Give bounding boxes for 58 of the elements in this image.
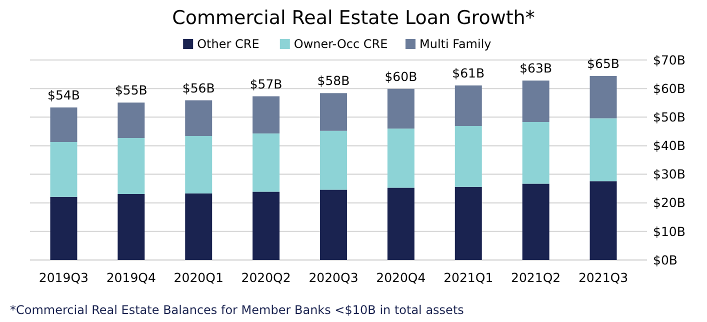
x-tick-label: 2020Q2 <box>241 270 291 285</box>
x-tick-label: 2021Q2 <box>511 270 561 285</box>
bar <box>185 193 212 260</box>
bar <box>387 128 414 188</box>
x-tick-label: 2021Q3 <box>578 270 628 285</box>
bar <box>320 130 347 190</box>
y-tick-label: $20B <box>653 195 686 210</box>
total-label: $61B <box>452 65 485 80</box>
y-tick-label: $10B <box>653 224 686 239</box>
bar <box>185 136 212 194</box>
bar <box>454 186 482 260</box>
y-tick-label: $0B <box>653 252 678 268</box>
text: *Commercial Real Estate Balances for Member Banks <$10B in total assets <box>10 303 464 317</box>
y-tick-label: $70B <box>653 52 686 68</box>
total-label: $65B <box>587 56 620 71</box>
x-tick-label: 2020Q3 <box>308 270 358 285</box>
bar <box>454 85 482 126</box>
bar <box>185 100 212 136</box>
bar <box>320 93 347 131</box>
y-tick-label: $60B <box>653 80 686 96</box>
bar <box>50 196 78 260</box>
y-tick-label: $50B <box>653 110 686 125</box>
bar <box>454 126 482 187</box>
bar <box>387 188 414 260</box>
legend-label: Owner-Occ CRE <box>294 37 388 51</box>
legend-label: Multi Family <box>420 37 492 51</box>
bar <box>387 88 414 129</box>
bar <box>590 181 617 260</box>
bar <box>118 138 145 194</box>
bar <box>50 142 78 197</box>
bar <box>252 133 280 192</box>
x-tick-label: 2019Q4 <box>106 270 156 285</box>
total-label: $58B <box>317 73 350 88</box>
bar <box>118 194 145 260</box>
x-tick-label: 2019Q3 <box>38 270 89 285</box>
bar <box>252 96 280 134</box>
bar <box>252 192 280 260</box>
bar <box>118 102 145 138</box>
y-tick-label: $40B <box>653 138 686 154</box>
x-tick-label: 2021Q1 <box>444 270 494 285</box>
legend-label: Other CRE <box>197 37 260 51</box>
bar <box>320 190 347 260</box>
total-label: $54B <box>48 87 80 102</box>
bar <box>522 80 550 122</box>
total-label: $63B <box>520 60 552 76</box>
bar <box>50 107 78 142</box>
total-label: $57B <box>250 76 282 92</box>
bar <box>590 76 617 118</box>
bar <box>590 118 617 182</box>
total-label: $56B <box>182 80 215 96</box>
total-label: $60B <box>384 68 418 84</box>
bar <box>522 122 550 184</box>
x-tick-label: 2020Q4 <box>376 270 426 285</box>
chart-title: Commercial Real Estate Loan Growth* <box>172 7 535 29</box>
bar <box>522 184 550 260</box>
x-tick-label: 2020Q1 <box>174 270 224 285</box>
total-label: $55B <box>114 82 148 98</box>
y-tick-label: $30B <box>653 166 686 182</box>
